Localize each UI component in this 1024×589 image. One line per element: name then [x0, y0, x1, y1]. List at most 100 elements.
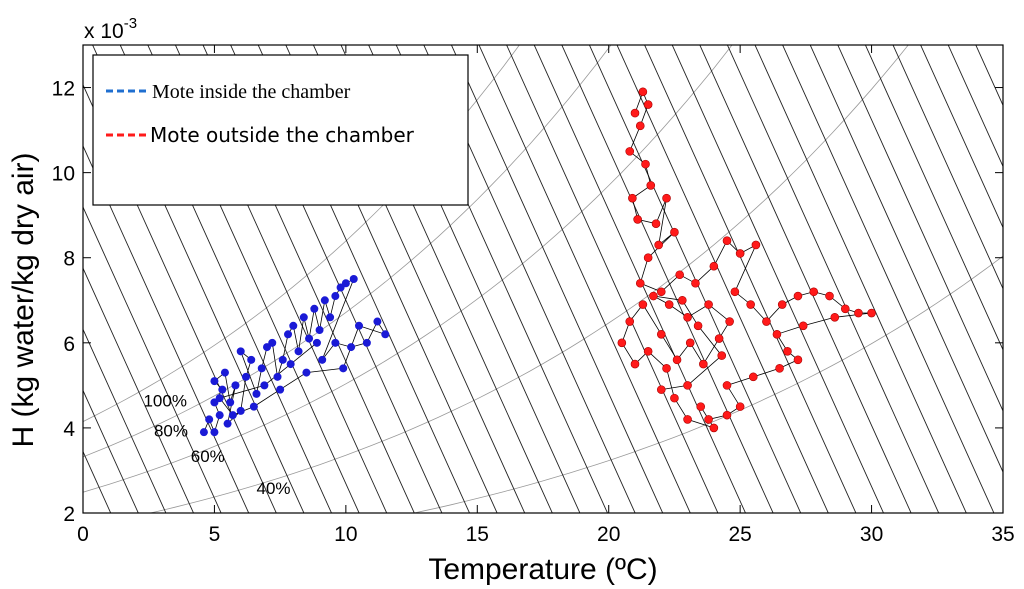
- data-point: [247, 355, 256, 364]
- rh-label: 80%: [154, 421, 188, 440]
- enthalpy-line: [892, 45, 1003, 290]
- data-point: [215, 411, 224, 420]
- y-tick-label: 10: [52, 163, 75, 186]
- data-point: [231, 381, 240, 390]
- data-point: [218, 385, 227, 394]
- data-point: [678, 295, 687, 305]
- x-tick-label: 0: [77, 523, 89, 546]
- enthalpy-line: [450, 45, 664, 513]
- series-0: [199, 275, 390, 437]
- data-point: [339, 364, 348, 373]
- data-point: [693, 321, 703, 331]
- enthalpy-line: [83, 450, 112, 513]
- enthalpy-line: [83, 328, 167, 513]
- series-1: [617, 87, 876, 433]
- y-axis-label: H (kg water/kg dry air): [7, 152, 40, 447]
- data-point: [714, 334, 724, 343]
- data-point: [825, 291, 834, 301]
- rh-curve: [83, 45, 612, 458]
- x-tick-label: 30: [860, 523, 883, 546]
- x-tick-label: 20: [597, 523, 620, 546]
- enthalpy-line: [533, 45, 746, 513]
- x-tick-label: 25: [728, 523, 751, 546]
- enthalpy-line: [83, 206, 222, 513]
- data-point: [260, 381, 269, 390]
- data-point: [717, 351, 727, 360]
- data-point: [683, 312, 692, 322]
- data-point: [205, 415, 214, 424]
- data-point: [268, 338, 277, 347]
- data-point: [199, 428, 208, 437]
- data-point: [641, 159, 650, 169]
- data-point: [830, 312, 840, 322]
- enthalpy-line: [616, 45, 829, 513]
- y-tick-label: 2: [63, 503, 75, 526]
- data-point: [625, 317, 635, 326]
- data-point: [310, 304, 319, 313]
- data-point: [662, 193, 671, 203]
- enthalpy-line: [754, 45, 967, 513]
- data-point: [320, 296, 329, 305]
- y-axis-ticks: 2 4 6 8 10 12: [52, 78, 1003, 526]
- data-point: [656, 330, 666, 339]
- enthalpy-line: [809, 45, 1003, 474]
- data-point: [840, 304, 850, 314]
- enthalpy-line: [726, 45, 940, 513]
- data-point: [210, 377, 219, 386]
- series-line: [621, 90, 872, 429]
- data-point: [638, 87, 648, 97]
- data-point: [704, 300, 713, 309]
- x-tick-label: 10: [334, 523, 357, 546]
- data-point: [775, 364, 784, 373]
- data-point: [318, 355, 327, 364]
- enthalpy-line: [561, 45, 774, 513]
- legend: Mote inside the chamber Mote outside the…: [92, 54, 469, 206]
- data-point: [699, 359, 708, 369]
- data-point: [355, 321, 363, 330]
- enthalpy-line: [975, 45, 1003, 107]
- data-point: [210, 428, 219, 437]
- data-point: [746, 300, 755, 309]
- data-point: [685, 338, 695, 348]
- data-point: [635, 278, 645, 288]
- data-point: [220, 368, 229, 377]
- y-tick-label: 12: [52, 78, 75, 101]
- data-point: [249, 402, 258, 411]
- enthalpy-line: [478, 45, 691, 513]
- data-point: [305, 334, 314, 343]
- y-tick-label: 8: [63, 248, 75, 271]
- enthalpy-line: [782, 45, 995, 513]
- data-point: [783, 347, 792, 356]
- data-point: [299, 313, 308, 322]
- enthalpy-line: [671, 45, 884, 513]
- data-point: [276, 385, 285, 394]
- data-point: [809, 287, 819, 297]
- data-point: [315, 326, 324, 335]
- enthalpy-line: [947, 45, 1003, 168]
- data-point: [630, 359, 640, 369]
- data-point: [672, 355, 682, 365]
- data-point: [654, 240, 663, 250]
- y-multiplier-base: x 10: [84, 20, 124, 43]
- enthalpy-line: [0, 24, 2, 577]
- data-point: [683, 415, 692, 424]
- data-point: [709, 423, 719, 433]
- data-point: [662, 364, 671, 373]
- data-point: [236, 406, 245, 415]
- data-point: [722, 381, 732, 390]
- x-axis-ticks: 0 5 10 15 20 25 30 35: [77, 45, 1015, 546]
- data-point: [691, 278, 700, 288]
- enthalpy-line: [83, 144, 250, 513]
- data-point: [286, 360, 295, 369]
- data-point: [656, 287, 666, 297]
- x-axis-label: Temperature (ºC): [428, 553, 657, 586]
- y-multiplier: x 10-3: [84, 15, 137, 43]
- rh-curve: [83, 45, 733, 493]
- data-point: [625, 147, 635, 156]
- data-point: [762, 317, 771, 326]
- data-point: [867, 308, 876, 318]
- data-point: [312, 338, 321, 347]
- data-point: [735, 402, 745, 411]
- rh-curve: [83, 45, 520, 423]
- data-point: [273, 372, 282, 381]
